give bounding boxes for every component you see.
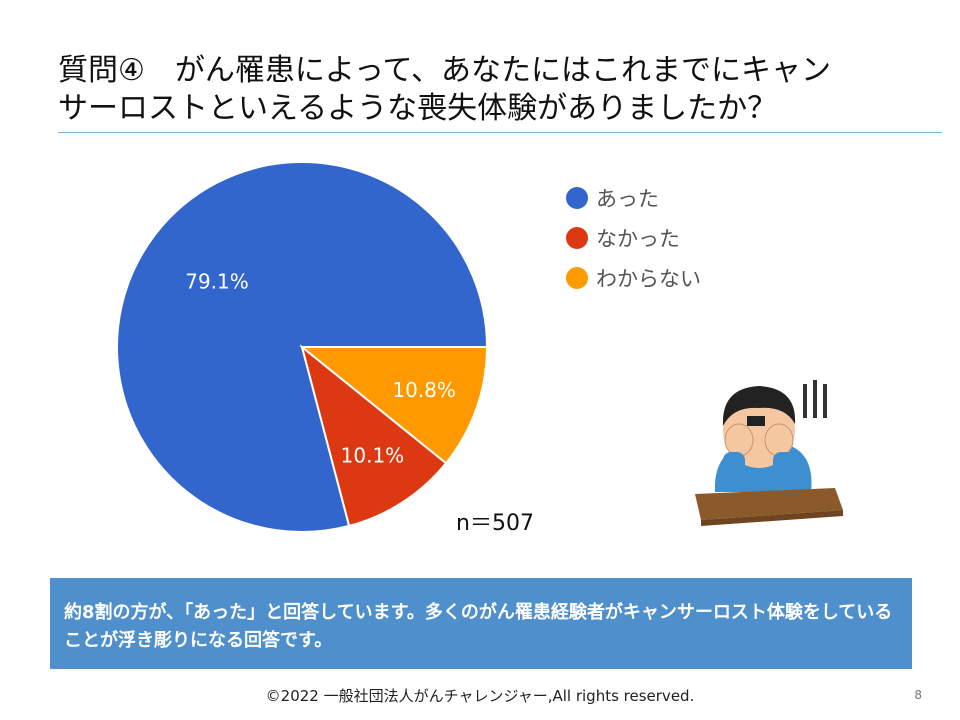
- pie-chart: 79.1% 10.1% 10.8%: [116, 161, 489, 533]
- legend-marker-wakaranai: [566, 267, 588, 289]
- legend-label-atta: あった: [596, 187, 659, 211]
- slide-title-line-1: 質問④ がん罹患によって、あなたにはこれまでにキャン: [58, 53, 831, 88]
- copyright-footer: ©2022 一般社団法人がんチャレンジャー,All rights reserve…: [265, 687, 695, 705]
- troubled-person-illustration: [695, 380, 843, 526]
- legend-label-wakaranai: わからない: [596, 267, 701, 291]
- slice-label-nakatta: 10.1%: [341, 444, 405, 468]
- slide-title: 質問④ がん罹患によって、あなたにはこれまでにキャン サーロストといえるような喪…: [58, 52, 918, 128]
- slice-nakatta: [300, 344, 448, 528]
- chart-legend: あった なかった わからない: [566, 178, 701, 298]
- legend-marker-atta: [566, 187, 588, 209]
- legend-item-nakatta: なかった: [566, 218, 701, 258]
- slice-label-atta: 79.1%: [185, 270, 249, 294]
- summary-box: 約8割の方が、「あった」と回答しています。多くのがん罹患経験者がキャンサーロスト…: [50, 578, 912, 669]
- summary-text: 約8割の方が、「あった」と回答しています。多くのがん罹患経験者がキャンサーロスト…: [64, 602, 893, 651]
- legend-item-wakaranai: わからない: [566, 258, 701, 298]
- title-divider: [58, 132, 942, 133]
- legend-item-atta: あった: [566, 178, 701, 218]
- page-number: 8: [914, 688, 922, 702]
- legend-marker-nakatta: [566, 227, 588, 249]
- sample-size-label: n＝507: [456, 511, 534, 536]
- legend-label-nakatta: なかった: [596, 227, 680, 251]
- slide-title-line-2: サーロストといえるような喪失体験がありましたか？: [58, 91, 778, 126]
- slice-label-wakaranai: 10.8%: [392, 378, 456, 402]
- slice-wakaranai: [299, 346, 489, 465]
